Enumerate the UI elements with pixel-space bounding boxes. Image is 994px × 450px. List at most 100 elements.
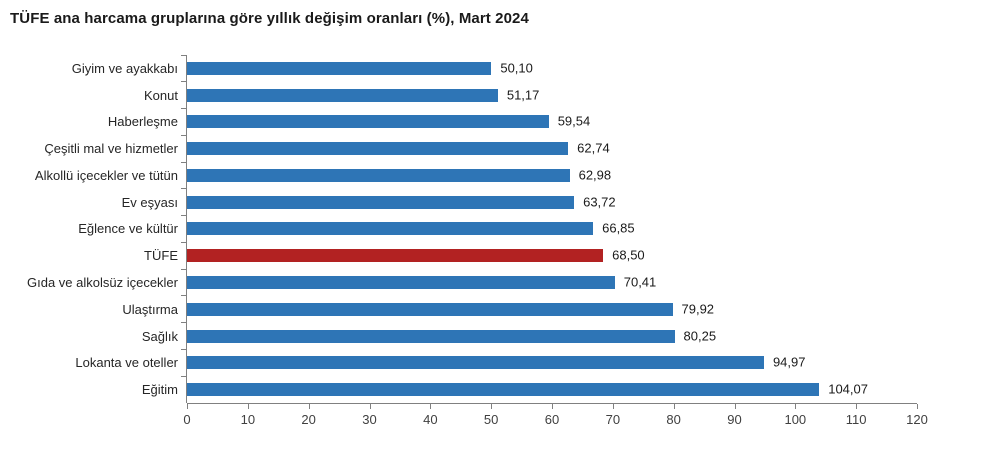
y-axis-tick <box>181 134 187 136</box>
x-axis-tick-label: 50 <box>483 412 499 427</box>
value-label: 63,72 <box>583 194 616 210</box>
category-label: Sağlık <box>141 328 178 344</box>
x-axis-tick <box>247 404 249 409</box>
x-axis-tick-label: 10 <box>240 412 256 427</box>
bar <box>187 276 615 289</box>
bar-track: 68,50 <box>181 241 916 270</box>
bar <box>187 356 764 370</box>
y-axis-tick <box>181 375 187 377</box>
category-label: Eğlence ve kültür <box>78 221 178 237</box>
category-label: Çeşitli mal ve hizmetler <box>44 141 178 157</box>
y-axis-tick <box>181 108 187 110</box>
value-label: 62,98 <box>578 167 612 183</box>
bar-track: 63,72 <box>181 188 916 216</box>
chart-row: Eğitim 104,07 <box>0 375 994 403</box>
x-axis-tick <box>612 404 614 409</box>
x-axis-tick <box>552 404 553 409</box>
x-axis-tick <box>734 404 736 409</box>
bar-track: 51,17 <box>181 81 916 109</box>
x-axis-tick <box>673 404 675 409</box>
chart-row: Ulaştırma 79,92 <box>0 295 994 323</box>
bar-track: 62,98 <box>181 161 916 189</box>
x-axis-tick <box>795 404 797 409</box>
y-axis-tick <box>181 241 187 243</box>
x-axis-tick-label: 40 <box>423 412 438 427</box>
bar <box>187 168 570 182</box>
chart-row: Lokanta ve oteller 94,97 <box>0 348 994 377</box>
chart-row: Gıda ve alkolsüz içecekler 70,41 <box>0 268 994 296</box>
bars-container: Giyim ve ayakkabı 50,10 Konut 51,17 Haberleş… <box>0 54 994 403</box>
chart-row: Sağlık 80,25 <box>0 322 994 350</box>
bar-track: 62,74 <box>181 134 916 163</box>
value-label: 50,10 <box>500 60 533 76</box>
bar <box>187 195 575 209</box>
bar <box>187 115 549 129</box>
chart-row: Eğlence ve kültür 66,85 <box>0 215 994 243</box>
bar <box>187 88 498 102</box>
x-axis-tick-label: 60 <box>544 412 560 427</box>
value-label: 51,17 <box>506 87 540 103</box>
bar-track: 50,10 <box>181 54 916 82</box>
category-label: Ev eşyası <box>121 194 178 210</box>
value-label: 66,85 <box>602 220 635 236</box>
value-label: 68,50 <box>612 247 645 263</box>
chart-title: TÜFE ana harcama gruplarına göre yıllık … <box>10 10 529 27</box>
category-label: TÜFE <box>144 248 178 264</box>
chart-row: Konut 51,17 <box>0 81 994 109</box>
chart-row: Çeşitli mal ve hizmetler 62,74 <box>0 134 994 163</box>
x-axis-tick <box>308 404 310 409</box>
x-axis-tick-label: 120 <box>906 412 928 427</box>
bar <box>187 142 569 156</box>
y-axis-tick <box>181 161 187 163</box>
bar-track: 66,85 <box>181 215 916 243</box>
y-axis-tick <box>181 295 187 297</box>
chart-row: TÜFE 68,50 <box>0 241 994 270</box>
value-label: 70,41 <box>623 274 657 290</box>
bar <box>187 61 492 75</box>
y-axis-tick <box>181 188 187 190</box>
bar-track: 80,25 <box>181 322 916 350</box>
category-label: Haberleşme <box>107 114 178 130</box>
value-label: 104,07 <box>828 381 868 397</box>
y-axis-tick <box>181 54 187 56</box>
x-axis-tick-label: 30 <box>362 412 377 427</box>
value-label: 80,25 <box>683 328 717 344</box>
x-axis: 0 10 20 30 40 50 60 70 80 90 100 110 120 <box>183 403 928 434</box>
x-axis-tick-label: 100 <box>784 412 807 427</box>
category-label: Alkollü içecekler ve tütün <box>34 167 178 183</box>
y-axis-tick <box>181 215 187 217</box>
x-axis-tick <box>369 404 371 409</box>
bar <box>187 329 675 343</box>
chart-row: Haberleşme 59,54 <box>0 108 994 136</box>
x-axis-tick <box>491 404 493 409</box>
chart-row: Ev eşyası 63,72 <box>0 188 994 216</box>
value-label: 59,54 <box>557 113 591 129</box>
bar <box>187 383 820 397</box>
value-label: 79,92 <box>681 301 715 317</box>
bar-track: 59,54 <box>181 108 916 136</box>
category-label: Giyim ve ayakkabı <box>71 60 178 76</box>
value-label: 62,74 <box>577 140 610 156</box>
x-axis-tick <box>187 404 188 409</box>
bar-track: 94,97 <box>181 348 916 377</box>
y-axis-tick <box>181 81 187 83</box>
bar-track: 79,92 <box>181 295 916 323</box>
chart-row: Giyim ve ayakkabı 50,10 <box>0 54 994 82</box>
x-axis-tick <box>917 404 918 409</box>
x-axis-tick-label: 20 <box>301 412 316 427</box>
x-axis-tick <box>856 404 858 409</box>
category-label: Eğitim <box>141 382 178 398</box>
y-axis-tick <box>181 268 187 270</box>
category-label: Lokanta ve oteller <box>75 355 178 371</box>
value-label: 94,97 <box>772 354 806 370</box>
category-label: Konut <box>144 87 178 103</box>
y-axis-tick <box>181 322 187 324</box>
bar <box>187 222 594 236</box>
x-axis-tick-label: 80 <box>666 412 681 427</box>
x-axis-tick <box>430 404 432 409</box>
x-axis-tick-label: 110 <box>845 412 867 427</box>
bar-track: 104,07 <box>181 375 916 403</box>
x-axis-tick-label: 90 <box>727 412 742 427</box>
y-axis-tick <box>181 348 187 350</box>
